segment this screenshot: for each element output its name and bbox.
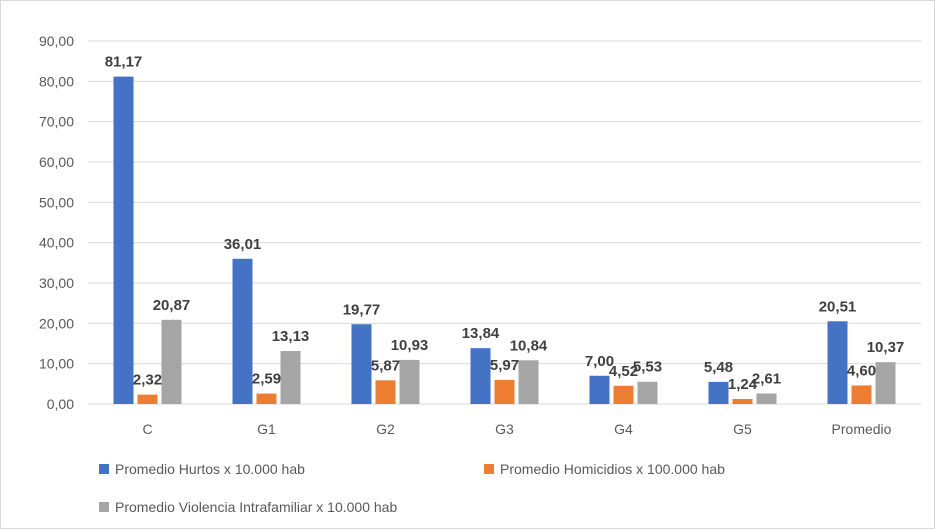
- legend-label-violencia: Promedio Violencia Intrafamiliar x 10.00…: [115, 499, 398, 515]
- bar: [756, 393, 777, 404]
- data-label: 5,48: [704, 359, 733, 376]
- bar-chart: 0,00 10,00 20,00 30,00 40,00 50,00 60,00 70,00 8…: [39, 33, 921, 437]
- x-tick-label: C: [142, 421, 152, 437]
- bar: [375, 380, 396, 404]
- data-label: 4,52: [609, 363, 638, 380]
- legend-label-hurtos: Promedio Hurtos x 10.000 hab: [115, 461, 305, 477]
- x-tick-label: G5: [733, 421, 752, 437]
- y-tick-label: 0,00: [47, 396, 74, 412]
- bar: [280, 351, 301, 404]
- data-label: 4,60: [847, 362, 876, 379]
- data-label: 10,93: [391, 337, 429, 354]
- y-tick-label: 10,00: [39, 356, 74, 372]
- y-tick-label: 70,00: [39, 114, 74, 130]
- x-tick-label: G1: [257, 421, 276, 437]
- data-label: 5,53: [633, 359, 662, 376]
- bar: [232, 258, 253, 404]
- data-label: 1,24: [728, 376, 758, 393]
- x-tick-label: G2: [376, 421, 395, 437]
- data-label: 19,77: [343, 301, 381, 318]
- data-label: 10,84: [510, 337, 548, 354]
- y-tick-label: 90,00: [39, 33, 74, 49]
- data-label: 10,37: [867, 339, 905, 356]
- bar: [589, 375, 610, 404]
- legend-swatch-homicidios: [484, 464, 494, 474]
- bar: [875, 362, 896, 404]
- y-tick-label: 20,00: [39, 315, 74, 331]
- legend-entry-hurtos: Promedio Hurtos x 10.000 hab: [99, 461, 305, 477]
- bar: [399, 359, 420, 404]
- bar: [161, 319, 182, 404]
- data-label: 13,84: [462, 325, 500, 342]
- data-label: 5,97: [490, 357, 519, 374]
- y-tick-label: 50,00: [39, 194, 74, 210]
- bar: [137, 394, 158, 404]
- bar: [518, 360, 539, 404]
- bar: [637, 381, 658, 404]
- bar: [732, 398, 753, 404]
- bar: [827, 321, 848, 404]
- bar: [613, 385, 634, 404]
- y-tick-label: 30,00: [39, 275, 74, 291]
- data-label: 2,61: [752, 370, 781, 387]
- data-label: 36,01: [224, 236, 262, 253]
- x-tick-label: G3: [495, 421, 514, 437]
- data-label: 20,87: [153, 297, 191, 314]
- y-tick-label: 80,00: [39, 73, 74, 89]
- legend-swatch-violencia: [99, 502, 109, 512]
- y-tick-label: 60,00: [39, 154, 74, 170]
- bar: [851, 385, 872, 404]
- x-tick-label: G4: [614, 421, 633, 437]
- bar: [351, 324, 372, 404]
- legend-swatch-hurtos: [99, 464, 109, 474]
- legend-entry-homicidios: Promedio Homicidios x 100.000 hab: [484, 461, 725, 477]
- data-label: 7,00: [585, 353, 614, 370]
- data-label: 2,32: [133, 372, 162, 389]
- data-label: 5,87: [371, 357, 400, 374]
- x-tick-label: Promedio: [832, 421, 892, 437]
- data-label: 81,17: [105, 54, 143, 71]
- bar: [708, 381, 729, 404]
- bar: [470, 348, 491, 404]
- legend-label-homicidios: Promedio Homicidios x 100.000 hab: [500, 461, 725, 477]
- legend-entry-violencia: Promedio Violencia Intrafamiliar x 10.00…: [99, 499, 397, 515]
- data-label: 2,59: [252, 371, 281, 388]
- y-tick-label: 40,00: [39, 235, 74, 251]
- bar: [113, 76, 134, 405]
- data-label: 20,51: [819, 298, 857, 315]
- data-label: 13,13: [272, 328, 310, 345]
- bar: [494, 379, 515, 404]
- bar: [256, 393, 277, 404]
